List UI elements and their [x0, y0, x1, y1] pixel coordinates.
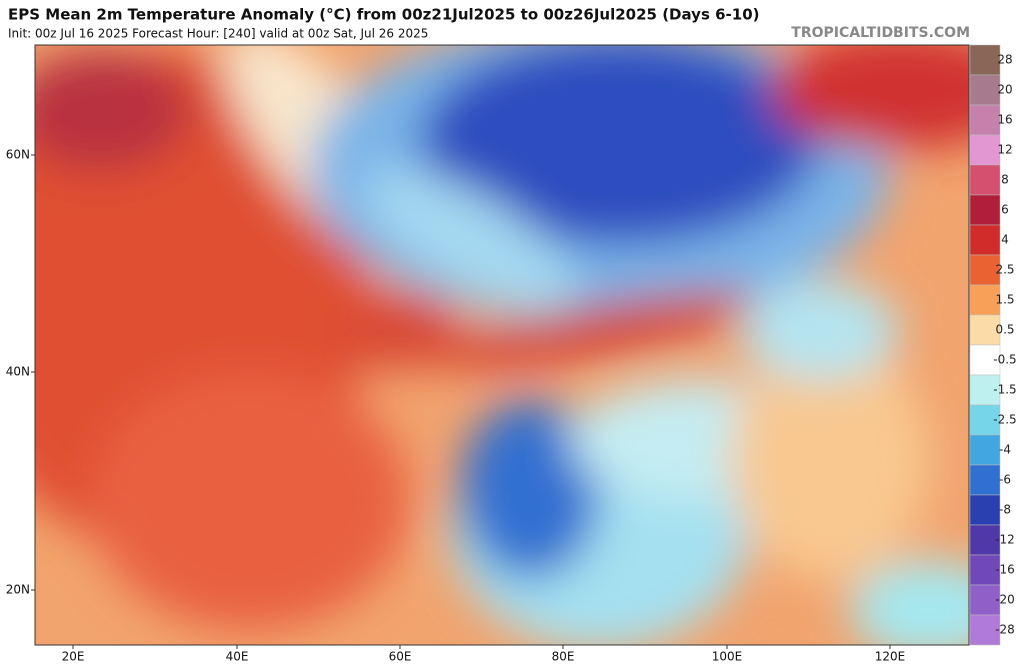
colorbar-swatch [969, 104, 1001, 136]
colorbar-swatch [969, 524, 1001, 556]
colorbar-swatch [969, 614, 1001, 646]
colorbar-label: -2.5 [993, 413, 1016, 427]
colorbar-label: -12 [995, 533, 1015, 547]
colorbar-swatch [969, 74, 1001, 106]
colorbar-label: 6 [1001, 203, 1009, 217]
colorbar-label: 28 [997, 53, 1012, 67]
colorbar-swatch [969, 374, 1001, 406]
lon-label: 20E [62, 650, 85, 664]
lat-label: 40N [6, 365, 30, 379]
colorbar-label: 20 [997, 83, 1012, 97]
colorbar-label: -1.5 [993, 383, 1016, 397]
colorbar-swatch [969, 404, 1001, 436]
lat-axis: 60N 40N 20N [6, 148, 35, 597]
colorbar-label: 16 [997, 113, 1012, 127]
colorbar-label: 1.5 [995, 293, 1014, 307]
colorbar-label: 8 [1001, 173, 1009, 187]
map-frame [34, 44, 970, 646]
map-subtitle: Init: 00z Jul 16 2025 Forecast Hour: [24… [8, 27, 428, 41]
lon-label: 100E [712, 650, 743, 664]
colorbar-swatch [969, 194, 1001, 226]
colorbar-label: 12 [997, 143, 1012, 157]
colorbar-label: -16 [995, 563, 1015, 577]
lon-label: 60E [389, 650, 412, 664]
colorbar-swatch [969, 44, 1001, 76]
colorbar-swatch [969, 494, 1001, 526]
lat-label: 60N [6, 148, 30, 162]
lon-label: 80E [552, 650, 575, 664]
colorbar-label: -8 [999, 503, 1011, 517]
colorbar-label: -0.5 [993, 353, 1016, 367]
colorbar-swatch [969, 464, 1001, 496]
map-title: EPS Mean 2m Temperature Anomaly (°C) fro… [8, 6, 760, 24]
colorbar-label: 0.5 [995, 323, 1014, 337]
colorbar-swatch [969, 254, 1001, 286]
colorbar-label: 2.5 [995, 263, 1014, 277]
colorbar-swatch [969, 284, 1001, 316]
lat-label: 20N [6, 583, 30, 597]
colorbar-label: -28 [995, 623, 1015, 637]
colorbar-swatch [969, 164, 1001, 196]
colorbar: 28 20 16 12 8 6 4 2.5 1.5 0.5 -0.5 -1.5 -2.5 -4 -6 -8 -1… [969, 44, 1017, 646]
lon-label: 120E [875, 650, 906, 664]
lon-axis: 20E 40E 60E 80E 100E 120E [62, 645, 906, 664]
colorbar-label: 4 [1001, 233, 1009, 247]
colorbar-swatch [969, 434, 1001, 466]
colorbar-label: -4 [999, 443, 1011, 457]
colorbar-swatch [969, 224, 1001, 256]
colorbar-label: -20 [995, 593, 1015, 607]
watermark: TROPICALTIDBITS.COM [791, 25, 970, 41]
colorbar-swatch [969, 134, 1001, 166]
colorbar-swatch [969, 314, 1001, 346]
colorbar-swatch [969, 344, 1001, 376]
lon-label: 40E [226, 650, 249, 664]
colorbar-swatch [969, 554, 1001, 586]
colorbar-label: -6 [999, 473, 1011, 487]
